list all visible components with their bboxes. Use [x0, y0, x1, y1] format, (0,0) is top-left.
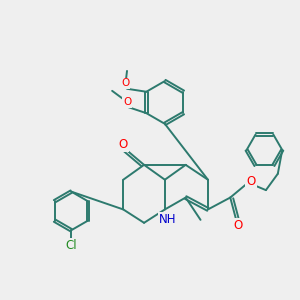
Text: O: O [246, 175, 256, 188]
Text: Cl: Cl [65, 238, 77, 252]
Text: NH: NH [158, 213, 176, 226]
Text: O: O [118, 138, 128, 151]
Text: O: O [122, 78, 130, 88]
Text: O: O [123, 97, 131, 107]
Text: O: O [233, 219, 242, 232]
